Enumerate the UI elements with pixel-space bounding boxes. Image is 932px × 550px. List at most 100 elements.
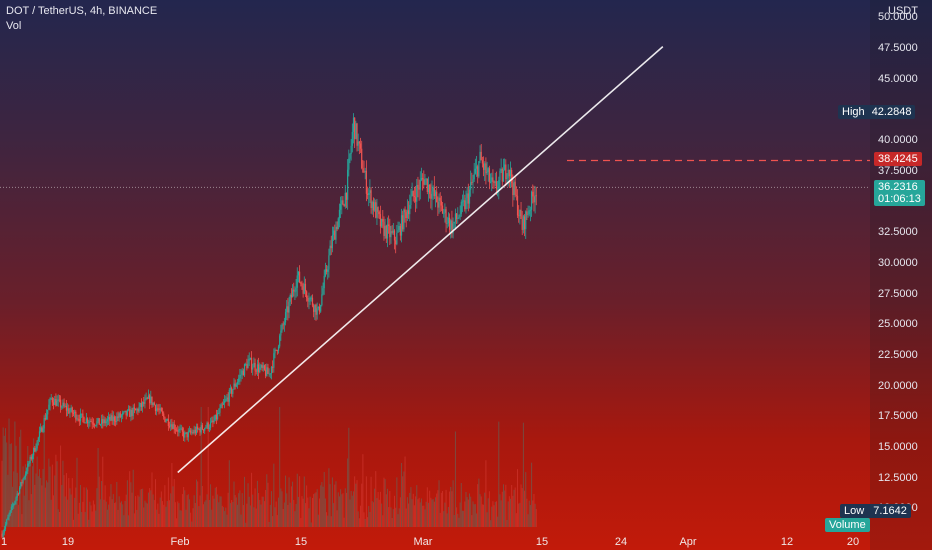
candle-body <box>256 364 259 372</box>
candle-body <box>198 428 200 430</box>
volume-bar <box>528 500 530 527</box>
candle-body <box>126 410 128 416</box>
volume-bar <box>341 494 343 527</box>
candle-body <box>488 168 491 183</box>
volume-bar <box>461 510 463 527</box>
candle-body <box>465 197 467 210</box>
candle-body <box>236 381 239 385</box>
candle-body <box>159 408 161 411</box>
candle-body <box>116 416 118 422</box>
candle-body <box>112 416 114 421</box>
volume-bar <box>304 503 306 527</box>
candle-body <box>343 204 345 207</box>
volume-bar <box>219 496 221 527</box>
volume-bar <box>5 428 7 527</box>
candle-body <box>93 424 96 426</box>
candle-body <box>96 421 98 426</box>
candle-body <box>325 269 328 272</box>
candle-body <box>17 493 20 495</box>
volume-bar <box>85 487 87 527</box>
volume-bar <box>363 512 365 527</box>
volume-bar <box>205 500 207 527</box>
volume-bar <box>119 502 121 527</box>
volume-bar <box>229 503 231 527</box>
candle-body <box>75 411 77 420</box>
volume-bar <box>368 506 370 527</box>
volume-bar <box>76 457 78 527</box>
volume-bar <box>419 502 421 527</box>
candle-body <box>484 163 486 170</box>
candle-body <box>167 419 169 426</box>
volume-bar <box>532 500 534 527</box>
candle-body <box>255 370 257 372</box>
volume-bar <box>438 480 440 527</box>
volume-bar <box>57 509 59 527</box>
candle-body <box>100 419 103 425</box>
volume-bar <box>50 499 52 527</box>
candle-body <box>178 428 180 432</box>
candle-body <box>493 181 495 183</box>
volume-bar <box>391 517 393 527</box>
candle-body <box>105 421 107 424</box>
volume-bar <box>297 496 299 527</box>
volume-bar <box>486 512 488 527</box>
symbol-legend[interactable]: DOT / TetherUS, 4h, BINANCE <box>6 5 158 17</box>
candle-body <box>16 493 18 498</box>
volume-bar <box>91 511 93 527</box>
candle-body <box>370 190 372 208</box>
candle-body <box>42 428 44 432</box>
volume-bar <box>329 484 331 527</box>
volume-bar <box>371 501 373 527</box>
candle-body <box>233 383 235 390</box>
volume-bar <box>524 490 526 527</box>
volume-bar <box>262 496 264 527</box>
candle-body <box>4 524 7 529</box>
candle-body <box>211 420 213 423</box>
volume-bar <box>37 476 39 527</box>
candle-body <box>348 158 350 170</box>
volume-bar <box>454 431 456 527</box>
volume-bar <box>417 499 419 527</box>
volume-bar <box>480 496 482 527</box>
volume-bar <box>255 508 257 527</box>
candle-body <box>62 402 64 407</box>
volume-bar <box>203 504 205 527</box>
volume-bar <box>207 407 209 527</box>
volume-bar <box>135 496 137 527</box>
price-tick-label: 37.5000 <box>878 164 918 177</box>
volume-bar <box>487 498 489 527</box>
candle-body <box>35 448 37 452</box>
candle-body <box>59 399 62 408</box>
volume-bar <box>201 485 203 527</box>
volume-bar <box>465 492 467 527</box>
volume-bar <box>420 498 422 527</box>
price-axis[interactable]: USDT 50.0000 47.5000 45.0000 40.0000 37.5000… <box>870 0 932 550</box>
price-chart[interactable] <box>0 0 870 550</box>
candle-body <box>102 419 104 424</box>
volume-bar <box>473 504 475 527</box>
volume-bar <box>211 509 213 527</box>
candle-body <box>243 364 246 376</box>
volume-bar <box>518 503 520 527</box>
candle-body <box>432 187 434 192</box>
volume-bar <box>432 499 434 527</box>
date-tick-label: 20 <box>846 536 860 548</box>
candle-body <box>373 202 376 211</box>
candle-body <box>186 432 188 438</box>
candle-body <box>523 216 526 230</box>
candle-body <box>467 193 469 204</box>
candle-body <box>357 141 359 146</box>
candle-body <box>482 163 485 170</box>
candle-body <box>2 532 4 537</box>
volume-bar <box>245 522 247 527</box>
volume-bar <box>87 489 89 527</box>
volume-legend[interactable]: Vol <box>6 20 22 32</box>
candle-body <box>478 161 480 177</box>
volume-bar <box>38 469 40 527</box>
candle-body <box>118 413 120 418</box>
volume-bar <box>90 505 92 527</box>
candle-body <box>267 367 269 374</box>
volume-bar <box>285 475 287 527</box>
candle-body <box>436 191 438 203</box>
candle-body <box>194 429 196 434</box>
